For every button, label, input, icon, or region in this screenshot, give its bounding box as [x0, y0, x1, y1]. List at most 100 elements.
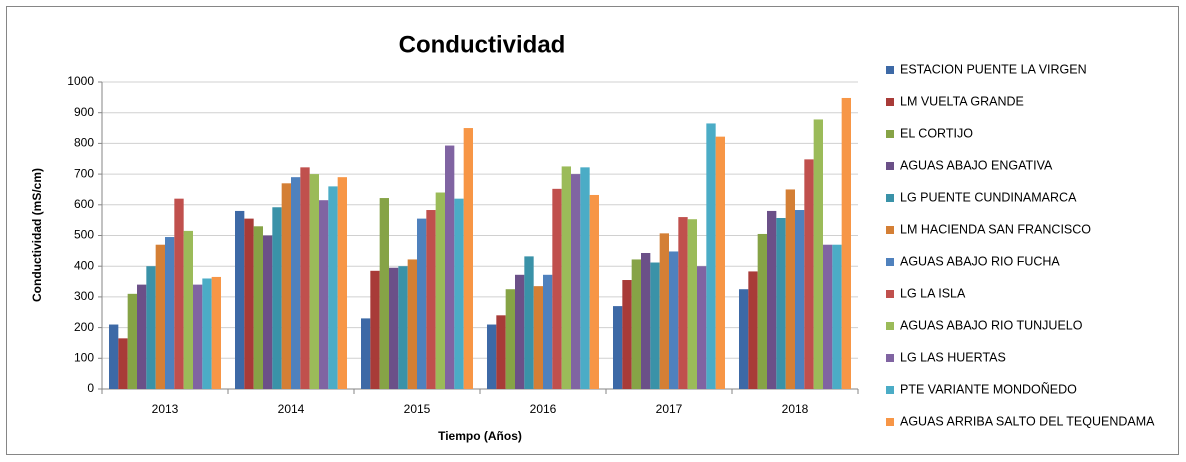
bar: [823, 244, 833, 389]
bar: [552, 188, 562, 389]
y-tick-label: 900: [74, 105, 94, 119]
bar: [300, 167, 310, 389]
legend-swatch: [886, 418, 894, 426]
bar: [505, 289, 515, 389]
bar: [659, 233, 669, 389]
bar: [361, 318, 371, 389]
bar: [272, 207, 282, 389]
bar: [650, 262, 660, 389]
bar: [804, 159, 814, 389]
bar: [841, 97, 851, 390]
bar: [426, 210, 436, 389]
x-tick-label: 2016: [530, 402, 557, 416]
bar: [253, 226, 263, 389]
bar: [678, 217, 688, 389]
y-tick-label: 500: [74, 228, 94, 242]
y-tick-label: 100: [74, 350, 94, 364]
legend-label: LG LAS HUERTAS: [900, 350, 1006, 364]
bar: [137, 284, 147, 389]
y-tick-label: 200: [74, 320, 94, 334]
bar: [687, 219, 697, 389]
bar: [244, 218, 254, 389]
bar: [309, 174, 319, 389]
legend-label: AGUAS ABAJO RIO TUNJUELO: [900, 318, 1083, 332]
legend-label: AGUAS ABAJO ENGATIVA: [900, 158, 1053, 172]
bar: [533, 286, 543, 389]
chart-title: Conductividad: [399, 31, 566, 58]
bar: [337, 177, 347, 389]
bar: [622, 280, 632, 389]
y-tick-label: 600: [74, 197, 94, 211]
x-axis-label: Tiempo (Años): [438, 429, 522, 443]
bar: [776, 218, 786, 389]
bar: [174, 198, 184, 389]
bar: [235, 210, 245, 389]
legend-label: LM HACIENDA SAN FRANCISCO: [900, 222, 1091, 236]
bar: [463, 128, 473, 390]
legend-label: AGUAS ABAJO RIO FUCHA: [900, 254, 1060, 268]
bar: [757, 233, 767, 389]
legend-swatch: [886, 290, 894, 298]
y-tick-label: 700: [74, 166, 94, 180]
x-tick-label: 2015: [404, 402, 431, 416]
bar: [785, 189, 795, 389]
legend-swatch: [886, 322, 894, 330]
bar: [631, 259, 641, 389]
x-tick-label: 2017: [656, 402, 683, 416]
legend-swatch: [886, 162, 894, 170]
y-tick-label: 1000: [67, 74, 94, 88]
bar: [589, 194, 599, 389]
bar: [118, 338, 128, 389]
bar: [561, 166, 571, 389]
legend-swatch: [886, 258, 894, 266]
bar: [715, 136, 725, 389]
bar: [697, 266, 707, 389]
bar: [613, 306, 623, 389]
bar: [379, 198, 389, 389]
bar: [515, 274, 525, 389]
bar: [580, 167, 590, 389]
y-tick-label: 300: [74, 289, 94, 303]
bar: [281, 183, 291, 389]
bar: [211, 276, 221, 389]
y-axis-label: Conductividad (mS/cm): [30, 168, 44, 302]
x-tick-label: 2014: [278, 402, 305, 416]
y-tick-label: 0: [87, 381, 94, 395]
bar: [319, 200, 329, 389]
bar: [291, 177, 301, 389]
bar: [146, 266, 156, 389]
bar: [445, 145, 455, 389]
x-tick-label: 2013: [152, 402, 179, 416]
legend-label: LG LA ISLA: [900, 286, 966, 300]
legend-swatch: [886, 226, 894, 234]
legend-label: PTE VARIANTE MONDOÑEDO: [900, 382, 1077, 396]
bar: [832, 244, 842, 389]
legend-label: LM VUELTA GRANDE: [900, 94, 1024, 108]
bar: [417, 218, 427, 389]
legend-label: LG PUENTE CUNDINAMARCA: [900, 190, 1077, 204]
bar: [407, 259, 417, 389]
bar: [487, 324, 497, 389]
bar: [543, 274, 553, 389]
legend-label: AGUAS ARRIBA SALTO DEL TEQUENDAMA: [900, 414, 1155, 428]
bar: [641, 252, 651, 389]
bar: [524, 256, 534, 389]
bar: [202, 278, 212, 389]
bar: [795, 210, 805, 389]
bar: [496, 315, 506, 389]
legend-label: ESTACION PUENTE LA VIRGEN: [900, 62, 1087, 76]
bar: [813, 119, 823, 389]
bar: [454, 198, 464, 389]
bar: [748, 271, 758, 389]
bar: [109, 324, 119, 389]
bar: [155, 244, 165, 389]
bar: [571, 174, 581, 389]
bar: [706, 123, 716, 389]
bar: [127, 293, 137, 389]
x-tick-label: 2018: [782, 402, 809, 416]
bar: [669, 251, 679, 389]
bar: [328, 186, 338, 389]
y-tick-label: 800: [74, 136, 94, 150]
